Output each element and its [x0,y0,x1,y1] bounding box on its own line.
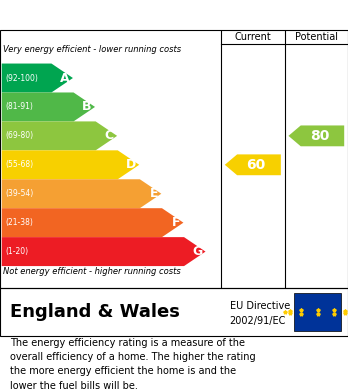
Text: A: A [60,72,70,84]
Text: G: G [192,245,202,258]
Text: (69-80): (69-80) [5,131,33,140]
Text: England & Wales: England & Wales [10,303,180,321]
Polygon shape [288,126,344,146]
Text: EU Directive: EU Directive [230,301,290,311]
Text: 60: 60 [247,158,266,172]
Text: (92-100): (92-100) [5,74,38,83]
Text: (55-68): (55-68) [5,160,33,169]
Polygon shape [2,179,161,208]
Text: E: E [150,187,158,200]
Text: Potential: Potential [295,32,338,42]
Text: 80: 80 [310,129,329,143]
Text: (81-91): (81-91) [5,102,33,111]
Text: (1-20): (1-20) [5,247,28,256]
Text: B: B [82,100,92,113]
Text: (21-38): (21-38) [5,218,33,227]
Text: 2002/91/EC: 2002/91/EC [230,316,286,326]
Polygon shape [2,208,183,237]
Polygon shape [2,93,95,122]
Text: The energy efficiency rating is a measure of the
overall efficiency of a home. T: The energy efficiency rating is a measur… [10,338,256,391]
Polygon shape [225,154,281,175]
Polygon shape [2,64,73,93]
Text: Not energy efficient - higher running costs: Not energy efficient - higher running co… [3,267,181,276]
Bar [294,293,341,331]
Polygon shape [2,237,206,266]
Text: (39-54): (39-54) [5,189,33,198]
Polygon shape [2,150,139,179]
Polygon shape [2,122,117,150]
Text: D: D [126,158,136,171]
Text: C: C [105,129,114,142]
Text: Energy Efficiency Rating: Energy Efficiency Rating [10,7,220,23]
Text: Very energy efficient - lower running costs: Very energy efficient - lower running co… [3,45,182,54]
Text: F: F [172,216,180,229]
Text: Current: Current [235,32,271,42]
